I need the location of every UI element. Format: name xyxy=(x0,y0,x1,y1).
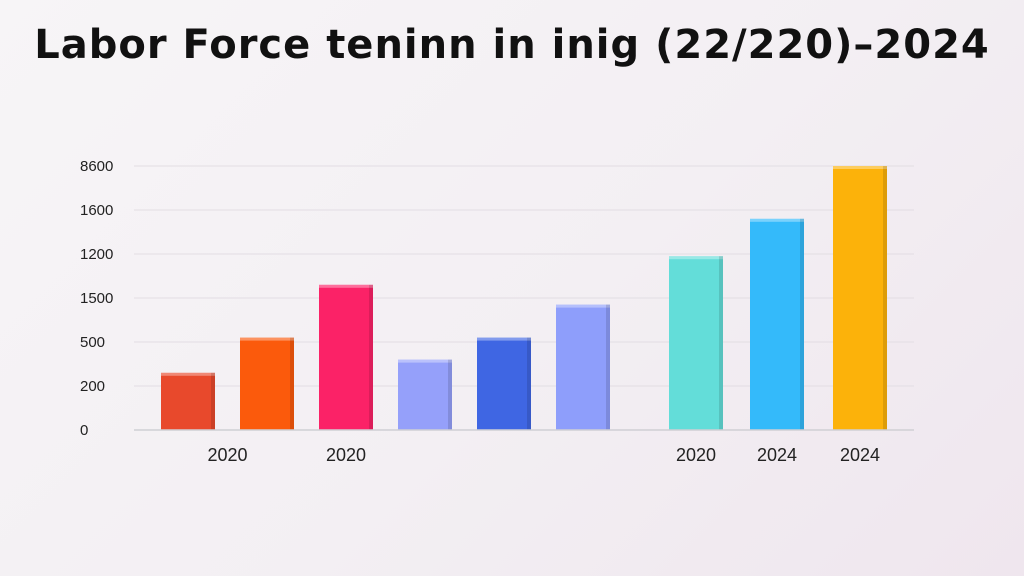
bar-body xyxy=(398,359,452,430)
bar-top-highlight xyxy=(750,218,804,222)
bar-top-highlight xyxy=(833,166,887,169)
bar-top-highlight xyxy=(398,359,452,363)
bar-body xyxy=(556,304,610,430)
x-tick-label: 2024 xyxy=(840,445,880,465)
y-tick-label: 1600 xyxy=(80,202,113,219)
x-tick-label: 2020 xyxy=(207,445,247,465)
y-tick-label: 500 xyxy=(80,334,105,351)
bars xyxy=(161,166,887,430)
y-tick-label: 8600 xyxy=(80,158,113,175)
y-tick-label: 1200 xyxy=(80,246,113,263)
bar xyxy=(669,256,723,430)
bar-top-highlight xyxy=(669,256,723,260)
bar xyxy=(319,284,373,430)
bar-body xyxy=(161,372,215,430)
bar-body xyxy=(750,218,804,430)
bar-side-shade xyxy=(211,372,215,430)
y-axis-labels: 0 200 500 1500 1200 1600 8600 xyxy=(80,158,113,439)
bar-side-shade xyxy=(883,166,887,430)
bar xyxy=(398,359,452,430)
bar xyxy=(161,372,215,430)
bar-top-highlight xyxy=(319,284,373,288)
bar-side-shade xyxy=(719,256,723,430)
bar xyxy=(240,337,294,430)
bar-top-highlight xyxy=(161,372,215,376)
x-tick-label: 2020 xyxy=(326,445,366,465)
y-tick-label: 0 xyxy=(80,422,88,439)
bar xyxy=(556,304,610,430)
y-tick-label: 200 xyxy=(80,378,105,395)
bar xyxy=(477,337,531,430)
bar xyxy=(833,166,887,430)
bar-side-shade xyxy=(369,284,373,430)
bar-side-shade xyxy=(290,337,294,430)
x-axis-labels: 2020 2020 2020 2024 2024 xyxy=(207,445,880,465)
bar-top-highlight xyxy=(240,337,294,341)
bar-body xyxy=(319,284,373,430)
bar-top-highlight xyxy=(556,304,610,308)
bar-body xyxy=(477,337,531,430)
x-tick-label: 2024 xyxy=(757,445,797,465)
bar-body xyxy=(669,256,723,430)
chart-title: Labor Force teninn in inig (22/220)–2024 xyxy=(34,22,990,68)
bar-body xyxy=(833,166,887,430)
bar-top-highlight xyxy=(477,337,531,341)
bar-side-shade xyxy=(527,337,531,430)
bar-body xyxy=(240,337,294,430)
bar-side-shade xyxy=(800,218,804,430)
bar-side-shade xyxy=(448,359,452,430)
bar xyxy=(750,218,804,430)
x-tick-label: 2020 xyxy=(676,445,716,465)
bar-side-shade xyxy=(606,304,610,430)
y-tick-label: 1500 xyxy=(80,290,113,307)
